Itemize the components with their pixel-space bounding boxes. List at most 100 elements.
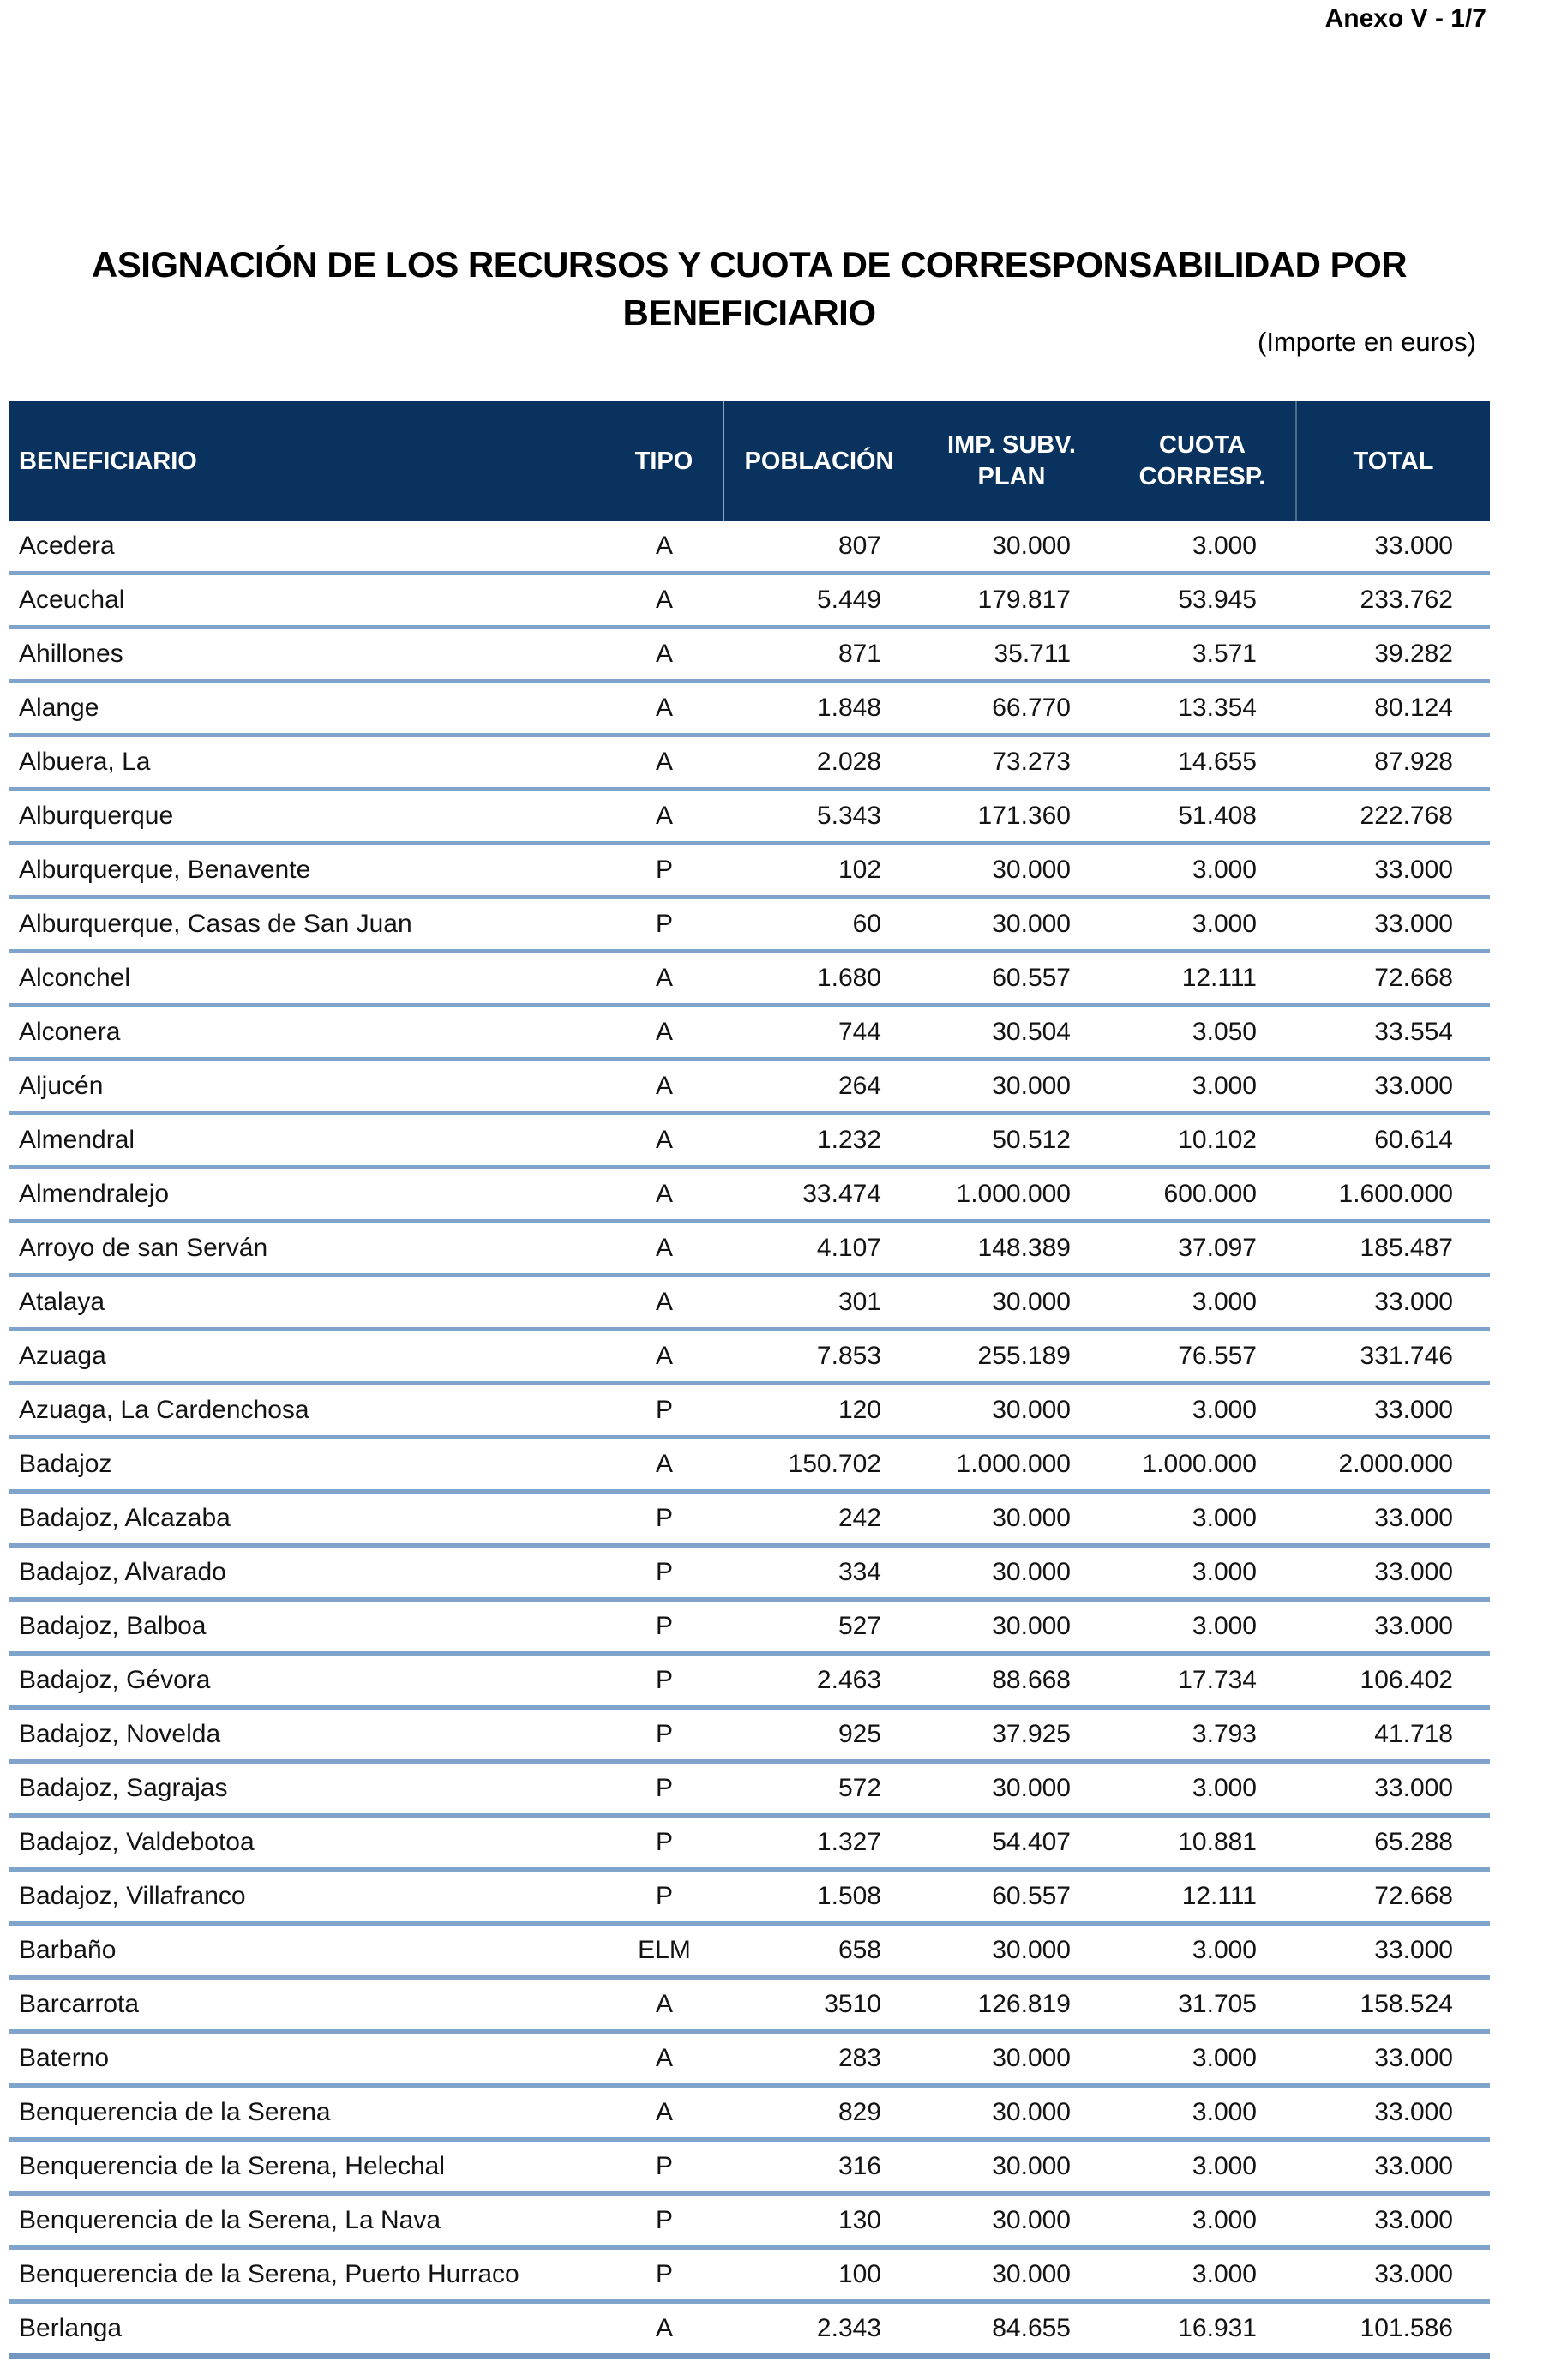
beneficiario-cell: Ahillones	[9, 627, 605, 683]
total-cell: 33.000	[1296, 843, 1490, 899]
total-cell: 33.000	[1296, 1059, 1490, 1115]
imp-subv-plan-cell: 84.655	[914, 2301, 1109, 2359]
tipo-cell: P	[605, 897, 723, 953]
poblacion-cell: 5.343	[723, 789, 914, 845]
cuota-corresp-cell: 17.734	[1109, 1653, 1296, 1710]
tipo-cell: A	[605, 1113, 723, 1169]
column-header-tipo: TIPO	[605, 401, 723, 521]
poblacion-cell: 807	[723, 521, 914, 575]
beneficiario-cell: Alburquerque, Casas de San Juan	[9, 897, 605, 953]
poblacion-cell: 925	[723, 1707, 914, 1764]
column-header-imp-subv-plan: IMP. SUBV. PLAN	[914, 401, 1109, 521]
annex-page-label: Anexo V - 1/7	[1324, 4, 1486, 33]
table-row: Almendral A 1.232 50.512 10.102 60.614	[9, 1113, 1490, 1169]
page-title: ASIGNACIÓN DE LOS RECURSOS Y CUOTA DE CO…	[9, 241, 1490, 337]
tipo-cell: A	[605, 1059, 723, 1115]
tipo-cell: A	[605, 1977, 723, 2034]
tipo-cell: A	[605, 627, 723, 683]
cuota-corresp-cell: 600.000	[1109, 1167, 1296, 1223]
table-row: Aljucén A 264 30.000 3.000 33.000	[9, 1059, 1490, 1115]
beneficiario-cell: Benquerencia de la Serena	[9, 2085, 605, 2142]
total-cell: 222.768	[1296, 789, 1490, 845]
cuota-corresp-cell: 53.945	[1109, 573, 1296, 629]
imp-subv-plan-cell: 66.770	[914, 681, 1109, 737]
table-row: Alburquerque, Casas de San Juan P 60 30.000…	[9, 897, 1490, 953]
total-cell: 33.000	[1296, 1383, 1490, 1439]
cuota-corresp-cell: 3.000	[1109, 2193, 1296, 2250]
tipo-cell: A	[605, 573, 723, 629]
beneficiario-cell: Baterno	[9, 2031, 605, 2088]
beneficiario-cell: Arroyo de san Serván	[9, 1221, 605, 1277]
total-cell: 33.000	[1296, 2031, 1490, 2088]
tipo-cell: A	[605, 1275, 723, 1331]
imp-subv-plan-cell: 148.389	[914, 1221, 1109, 1277]
total-cell: 158.524	[1296, 1977, 1490, 2034]
poblacion-cell: 1.508	[723, 1869, 914, 1926]
total-cell: 33.000	[1296, 2085, 1490, 2142]
total-cell: 2.000.000	[1296, 1437, 1490, 1494]
table-row: Atalaya A 301 30.000 3.000 33.000	[9, 1275, 1490, 1331]
cuota-corresp-cell: 3.000	[1109, 1059, 1296, 1115]
cuota-corresp-cell: 3.000	[1109, 1545, 1296, 1602]
imp-subv-plan-cell: 1.000.000	[914, 1437, 1109, 1494]
tipo-cell: P	[605, 1869, 723, 1926]
beneficiario-cell: Almendral	[9, 1113, 605, 1169]
poblacion-cell: 120	[723, 1383, 914, 1439]
cuota-corresp-cell: 3.050	[1109, 1005, 1296, 1061]
imp-subv-plan-cell: 30.504	[914, 1005, 1109, 1061]
total-cell: 39.282	[1296, 627, 1490, 683]
table-row: Badajoz, Villafranco P 1.508 60.557 12.111 72…	[9, 1869, 1490, 1926]
tipo-cell: P	[605, 1599, 723, 1656]
poblacion-cell: 130	[723, 2193, 914, 2250]
cuota-corresp-cell: 31.705	[1109, 1977, 1296, 2034]
cuota-corresp-cell: 76.557	[1109, 1329, 1296, 1385]
cuota-corresp-cell: 3.000	[1109, 2031, 1296, 2088]
total-cell: 33.000	[1296, 2139, 1490, 2196]
total-cell: 1.600.000	[1296, 1167, 1490, 1223]
tipo-cell: P	[605, 2193, 723, 2250]
beneficiario-cell: Albuera, La	[9, 735, 605, 791]
imp-subv-plan-cell: 30.000	[914, 1545, 1109, 1602]
beneficiario-cell: Azuaga	[9, 1329, 605, 1385]
currency-note: (Importe en euros)	[1258, 327, 1476, 357]
cuota-corresp-cell: 16.931	[1109, 2301, 1296, 2359]
table-row: Alburquerque A 5.343 171.360 51.408 222.768	[9, 789, 1490, 845]
table-row: Badajoz, Alvarado P 334 30.000 3.000 33.000	[9, 1545, 1490, 1602]
poblacion-cell: 572	[723, 1761, 914, 1818]
table-body: Acedera A 807 30.000 3.000 33.000 Aceuchal A 5.4…	[9, 521, 1490, 2359]
tipo-cell: P	[605, 1707, 723, 1764]
beneficiario-cell: Azuaga, La Cardenchosa	[9, 1383, 605, 1439]
column-header-beneficiario: BENEFICIARIO	[9, 401, 605, 521]
table-row: Badajoz, Sagrajas P 572 30.000 3.000 33.000	[9, 1761, 1490, 1818]
cuota-corresp-cell: 12.111	[1109, 951, 1296, 1007]
table-row: Benquerencia de la Serena, Puerto Hurrac…	[9, 2247, 1490, 2304]
table-row: Azuaga, La Cardenchosa P 120 30.000 3.000 33.…	[9, 1383, 1490, 1439]
imp-subv-plan-cell: 30.000	[914, 521, 1109, 575]
table-header-row: BENEFICIARIO TIPO POBLACIÓN IMP. SUBV. PLAN…	[9, 401, 1490, 521]
beneficiario-cell: Badajoz, Gévora	[9, 1653, 605, 1710]
beneficiario-cell: Aljucén	[9, 1059, 605, 1115]
cuota-corresp-cell: 3.571	[1109, 627, 1296, 683]
cuota-corresp-cell: 37.097	[1109, 1221, 1296, 1277]
imp-subv-plan-cell: 30.000	[914, 2193, 1109, 2250]
imp-subv-plan-cell: 255.189	[914, 1329, 1109, 1385]
beneficiario-cell: Badajoz, Sagrajas	[9, 1761, 605, 1818]
total-cell: 72.668	[1296, 951, 1490, 1007]
total-cell: 60.614	[1296, 1113, 1490, 1169]
tipo-cell: A	[605, 951, 723, 1007]
page-title-line2: BENEFICIARIO	[622, 292, 876, 333]
tipo-cell: P	[605, 843, 723, 899]
table-row: Alburquerque, Benavente P 102 30.000 3.000 33…	[9, 843, 1490, 899]
imp-subv-plan-cell: 179.817	[914, 573, 1109, 629]
tipo-cell: A	[605, 1221, 723, 1277]
beneficiario-cell: Alburquerque	[9, 789, 605, 845]
total-cell: 331.746	[1296, 1329, 1490, 1385]
poblacion-cell: 1.327	[723, 1815, 914, 1872]
imp-subv-plan-cell: 126.819	[914, 1977, 1109, 2034]
beneficiario-cell: Alburquerque, Benavente	[9, 843, 605, 899]
total-cell: 33.000	[1296, 1923, 1490, 1980]
poblacion-cell: 264	[723, 1059, 914, 1115]
beneficiario-cell: Alconchel	[9, 951, 605, 1007]
poblacion-cell: 150.702	[723, 1437, 914, 1494]
table-row: Badajoz, Novelda P 925 37.925 3.793 41.718	[9, 1707, 1490, 1764]
